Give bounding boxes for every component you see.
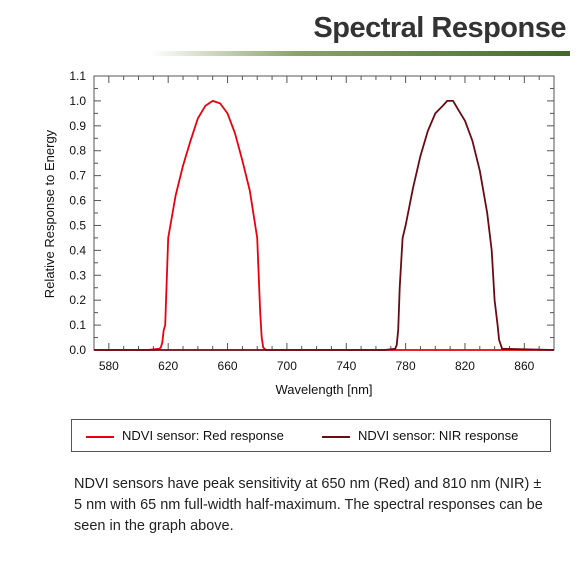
series-line-nir xyxy=(94,100,555,351)
legend-swatch-red xyxy=(86,435,114,438)
x-tick-label: 740 xyxy=(336,359,356,373)
y-tick-label: 0.4 xyxy=(69,243,86,257)
x-tick-label: 780 xyxy=(396,359,416,373)
title-underline xyxy=(150,51,570,56)
y-tick-label: 1.0 xyxy=(69,94,86,108)
axis-tick-labels: 580 620 660 700 740 780 820 860 0.0 0.1 0.2 0.3 0.4 0… xyxy=(69,69,534,373)
spectral-response-chart: 580 620 660 700 740 780 820 860 0.0 0.1 0.2 0.3 0.4 0… xyxy=(42,69,555,397)
y-tick-label: 1.1 xyxy=(69,69,86,83)
x-axis-label: Wavelength [nm] xyxy=(275,382,372,397)
x-tick-label: 820 xyxy=(455,359,475,373)
y-tick-label: 0.3 xyxy=(69,268,86,282)
x-tick-label: 660 xyxy=(218,359,238,373)
legend-item-nir: NDVI sensor: NIR response xyxy=(322,428,518,443)
legend-label-nir: NDVI sensor: NIR response xyxy=(358,428,519,443)
chart-legend: NDVI sensor: Red response NDVI sensor: N… xyxy=(71,419,551,452)
legend-item-red: NDVI sensor: Red response xyxy=(86,428,284,443)
y-tick-label: 0.5 xyxy=(69,218,86,232)
page-title: Spectral Response xyxy=(313,12,566,44)
y-tick-label: 0.0 xyxy=(69,343,86,357)
legend-swatch-nir xyxy=(322,435,350,438)
axis-ticks xyxy=(93,75,555,351)
y-tick-label: 0.2 xyxy=(69,293,86,307)
caption-text: NDVI sensors have peak sensitivity at 65… xyxy=(74,476,543,534)
x-tick-label: 580 xyxy=(99,359,119,373)
y-axis-label: Relative Response to Energy xyxy=(42,129,57,298)
y-tick-label: 0.6 xyxy=(69,194,86,208)
y-tick-label: 0.8 xyxy=(69,144,86,158)
y-tick-label: 0.7 xyxy=(69,169,86,183)
x-tick-label: 700 xyxy=(277,359,297,373)
series-line-red xyxy=(94,100,554,351)
series-lines xyxy=(94,100,555,351)
page-header: Spectral Response xyxy=(0,0,582,60)
y-tick-label: 0.9 xyxy=(69,119,86,133)
x-tick-label: 860 xyxy=(514,359,534,373)
plot-frame xyxy=(93,75,555,351)
legend-label-red: NDVI sensor: Red response xyxy=(122,428,284,443)
y-tick-label: 0.1 xyxy=(69,318,86,332)
x-tick-label: 620 xyxy=(158,359,178,373)
